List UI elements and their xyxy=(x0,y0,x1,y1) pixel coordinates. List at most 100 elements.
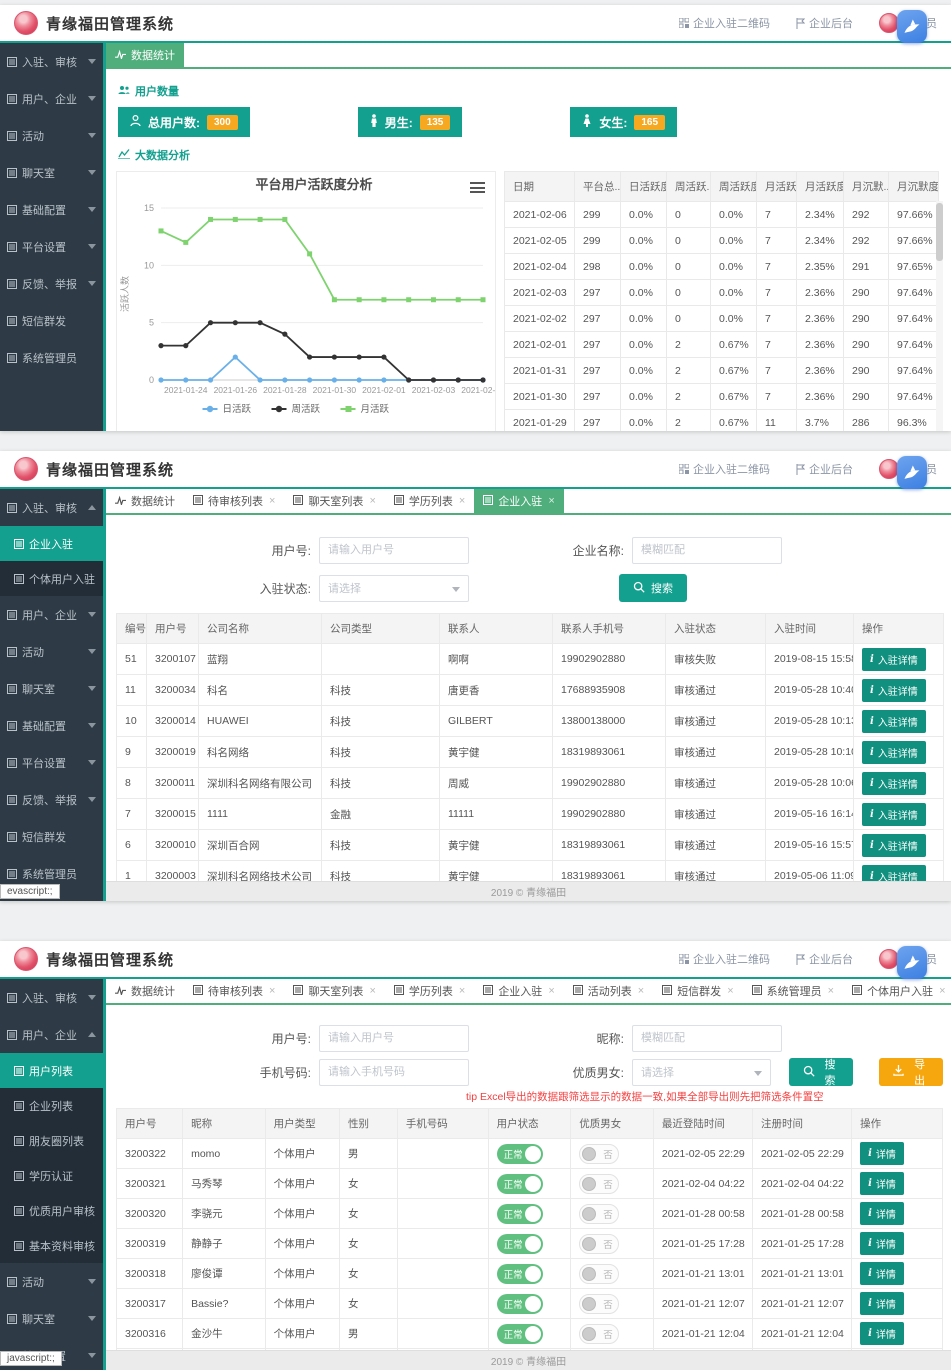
close-icon[interactable]: × xyxy=(939,985,946,997)
tab-短信群发[interactable]: 短信群发 × xyxy=(653,979,742,1003)
close-icon[interactable]: × xyxy=(269,985,276,997)
status-toggle[interactable]: 正常 xyxy=(496,1323,543,1344)
sidebar-subitem-企业入驻[interactable]: 企业入驻 xyxy=(0,526,103,561)
quality-gender-select[interactable]: 请选择 xyxy=(632,1058,771,1086)
detail-button[interactable]: i 入驻详情 xyxy=(862,678,926,702)
sidebar-item-入驻、审核[interactable]: 入驻、审核 xyxy=(0,979,103,1016)
phone-input[interactable] xyxy=(319,1058,469,1086)
sidebar-subitem-企业列表[interactable]: 企业列表 xyxy=(0,1088,103,1123)
sidebar-item-用户、企业[interactable]: 用户、企业 xyxy=(0,1016,103,1053)
close-icon[interactable]: × xyxy=(369,495,376,507)
export-button[interactable]: 导出 xyxy=(879,1058,943,1087)
quality-toggle[interactable]: 否 xyxy=(579,1293,620,1314)
entry-status-select[interactable]: 请选择 xyxy=(319,574,469,602)
user-no-input[interactable] xyxy=(319,1024,469,1052)
sidebar-item-聊天室[interactable]: 聊天室 xyxy=(0,154,103,191)
tab-数据统计[interactable]: 数据统计 xyxy=(106,489,184,513)
sidebar-item-入驻、审核[interactable]: 入驻、审核 xyxy=(0,489,103,526)
tab-聊天室列表[interactable]: 聊天室列表 × xyxy=(284,489,384,513)
sidebar-item-系统管理员[interactable]: 系统管理员 xyxy=(0,339,103,376)
enterprise-qrcode-link[interactable]: 企业入驻二维码 xyxy=(679,15,770,31)
chart-menu-icon[interactable] xyxy=(470,182,485,193)
enterprise-backend-link[interactable]: 企业后台 xyxy=(796,15,853,31)
quality-toggle[interactable]: 否 xyxy=(579,1233,620,1254)
enterprise-backend-link[interactable]: 企业后台 xyxy=(796,461,853,477)
status-toggle[interactable]: 正常 xyxy=(496,1173,543,1194)
sidebar-item-基础配置[interactable]: 基础配置 xyxy=(0,191,103,228)
sidebar-subitem-用户列表[interactable]: 用户列表 xyxy=(0,1053,103,1088)
detail-button[interactable]: i 入驻详情 xyxy=(862,771,926,795)
close-icon[interactable]: × xyxy=(458,495,466,507)
status-toggle[interactable]: 正常 xyxy=(496,1143,543,1164)
sidebar-subitem-优质用户审核[interactable]: 优质用户审核 xyxy=(0,1193,103,1228)
sidebar-item-系统管理员[interactable]: 系统管理员 xyxy=(0,855,103,892)
nickname-input[interactable] xyxy=(632,1024,782,1052)
status-toggle[interactable]: 正常 xyxy=(496,1293,543,1314)
status-toggle[interactable]: 正常 xyxy=(496,1203,543,1224)
close-icon[interactable]: × xyxy=(369,985,376,997)
quality-toggle[interactable]: 否 xyxy=(579,1143,620,1164)
tab-学历列表[interactable]: 学历列表 × xyxy=(385,979,474,1003)
tab-企业入驻[interactable]: 企业入驻 × xyxy=(474,979,563,1003)
detail-button[interactable]: i 入驻详情 xyxy=(862,709,926,733)
close-icon[interactable]: × xyxy=(458,985,466,997)
scrollbar-track[interactable] xyxy=(936,201,943,431)
tab-待审核列表[interactable]: 待审核列表 × xyxy=(184,979,284,1003)
sidebar-item-平台设置[interactable]: 平台设置 xyxy=(0,744,103,781)
tab-企业入驻[interactable]: 企业入驻 × xyxy=(474,489,564,513)
sidebar-item-入驻、审核[interactable]: 入驻、审核 xyxy=(0,43,103,80)
tab-待审核列表[interactable]: 待审核列表 × xyxy=(184,489,284,513)
sidebar-item-活动[interactable]: 活动 xyxy=(0,633,103,670)
detail-button[interactable]: i 入驻详情 xyxy=(862,740,926,764)
sidebar-item-平台设置[interactable]: 平台设置 xyxy=(0,228,103,265)
sidebar-subitem-学历认证[interactable]: 学历认证 xyxy=(0,1158,103,1193)
sidebar-item-短信群发[interactable]: 短信群发 xyxy=(0,302,103,339)
sidebar-item-短信群发[interactable]: 短信群发 xyxy=(0,818,103,855)
enterprise-qrcode-link[interactable]: 企业入驻二维码 xyxy=(679,461,770,477)
sidebar-item-反馈、举报[interactable]: 反馈、举报 xyxy=(0,265,103,302)
tab-数据统计[interactable]: 数据统计 xyxy=(106,979,184,1003)
user-no-input[interactable] xyxy=(319,536,469,564)
sidebar-item-聊天室[interactable]: 聊天室 xyxy=(0,670,103,707)
sidebar-subitem-基本资料审核[interactable]: 基本资料审核 xyxy=(0,1228,103,1263)
enterprise-backend-link[interactable]: 企业后台 xyxy=(796,951,853,967)
quality-toggle[interactable]: 否 xyxy=(579,1203,620,1224)
sidebar-subitem-个体用户入驻[interactable]: 个体用户入驻 xyxy=(0,561,103,596)
tab-学历列表[interactable]: 学历列表 × xyxy=(385,489,474,513)
close-icon[interactable]: × xyxy=(827,985,835,997)
tab-活动列表[interactable]: 活动列表 × xyxy=(564,979,653,1003)
tab-个体用户入驻[interactable]: 个体用户入驻 × xyxy=(843,979,951,1003)
sidebar-item-活动[interactable]: 活动 xyxy=(0,117,103,154)
status-toggle[interactable]: 正常 xyxy=(496,1233,543,1254)
scrollbar-thumb[interactable] xyxy=(936,203,943,261)
search-button[interactable]: 搜索 xyxy=(788,1058,854,1087)
tab-数据统计[interactable]: 数据统计 xyxy=(106,43,184,67)
sidebar-item-用户、企业[interactable]: 用户、企业 xyxy=(0,596,103,633)
quality-toggle[interactable]: 否 xyxy=(579,1173,620,1194)
status-toggle[interactable]: 正常 xyxy=(496,1263,543,1284)
quality-toggle[interactable]: 否 xyxy=(579,1323,620,1344)
sidebar-item-反馈、举报[interactable]: 反馈、举报 xyxy=(0,781,103,818)
close-icon[interactable]: × xyxy=(727,985,734,997)
quality-toggle[interactable]: 否 xyxy=(579,1263,620,1284)
close-icon[interactable]: × xyxy=(548,985,555,997)
close-icon[interactable]: × xyxy=(548,495,555,507)
sidebar-subitem-朋友圈列表[interactable]: 朋友圈列表 xyxy=(0,1123,103,1158)
sidebar-item-活动[interactable]: 活动 xyxy=(0,1263,103,1300)
search-button[interactable]: 搜索 xyxy=(619,574,687,602)
detail-button[interactable]: i 入驻详情 xyxy=(862,647,926,671)
tab-系统管理员[interactable]: 系统管理员 × xyxy=(743,979,843,1003)
enterprise-qrcode-link[interactable]: 企业入驻二维码 xyxy=(679,951,770,967)
close-icon[interactable]: × xyxy=(637,985,645,997)
tab-聊天室列表[interactable]: 聊天室列表 × xyxy=(284,979,384,1003)
detail-button[interactable]: i 入驻详情 xyxy=(862,833,926,857)
sidebar-item-聊天室[interactable]: 聊天室 xyxy=(0,1300,103,1337)
company-name-input[interactable] xyxy=(632,536,782,564)
sidebar-item-用户、企业[interactable]: 用户、企业 xyxy=(0,80,103,117)
